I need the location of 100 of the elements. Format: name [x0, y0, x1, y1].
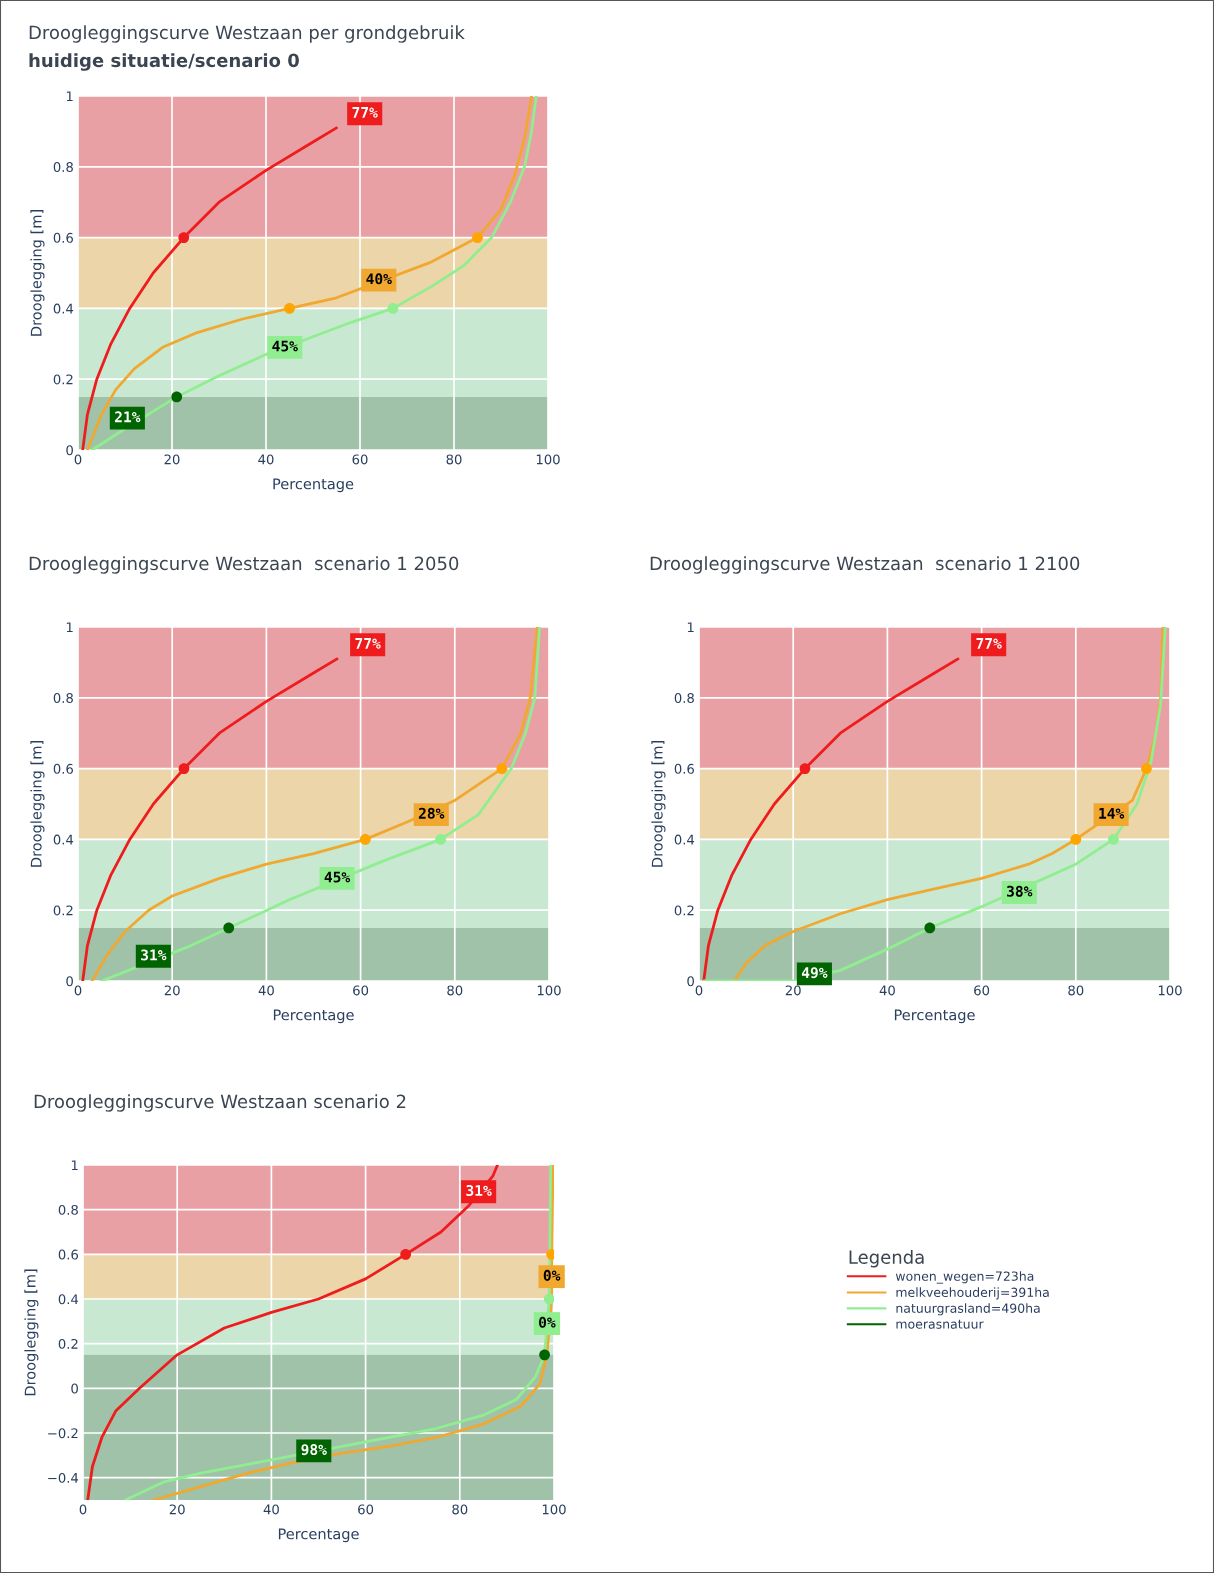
x-tick-label: 20	[169, 1504, 185, 1515]
y-tick-label: 0.2	[53, 905, 73, 916]
y-tick-label: 0.4	[674, 834, 695, 845]
y-tick-label: −0.4	[48, 1472, 79, 1483]
y-tick-label: 0	[687, 976, 694, 987]
x-tick-label: 80	[446, 454, 462, 465]
x-axis-title: Percentage	[278, 1528, 359, 1543]
annotation: 77%	[976, 638, 1002, 649]
y-tick-label: 0.6	[53, 763, 73, 774]
x-tick-label: 40	[879, 985, 895, 996]
x-tick-label: 100	[536, 454, 560, 465]
point	[1141, 763, 1152, 774]
point	[924, 922, 936, 934]
y-tick-label: 0	[66, 445, 73, 456]
annotation: 45%	[272, 340, 298, 352]
x-tick-label: 0	[695, 985, 703, 996]
y-tick-label: 0.4	[53, 303, 74, 314]
y-tick-label: 0.8	[58, 1204, 78, 1215]
annotation: 21%	[115, 411, 141, 423]
y-tick-label: 0.4	[58, 1294, 79, 1305]
x-tick-label: 100	[1158, 985, 1182, 996]
annotation: 0%	[543, 1269, 561, 1281]
point	[387, 303, 399, 314]
y-tick-label: 1	[66, 91, 73, 102]
x-tick-label: 0	[79, 1504, 87, 1515]
y-tick-label: 0.2	[674, 905, 694, 916]
annotation: 40%	[366, 273, 392, 285]
point	[496, 763, 508, 774]
annotation: 0%	[539, 1316, 556, 1328]
point	[1108, 834, 1119, 845]
y-tick-label: 0.6	[53, 232, 73, 243]
x-tick-label: 100	[537, 985, 561, 996]
x-tick-label: 60	[974, 985, 990, 996]
x-tick-label: 60	[353, 985, 369, 996]
chart-title: Droogleggingscurve Westzaan scenario 1 2050	[29, 556, 459, 574]
point	[178, 232, 190, 243]
annotation: 77%	[355, 638, 381, 649]
y-tick-label: 0.6	[58, 1249, 78, 1260]
y-tick-label: 0.4	[53, 834, 74, 845]
x-tick-label: 40	[263, 1504, 279, 1515]
x-tick-label: 20	[785, 985, 801, 996]
annotation: 45%	[324, 871, 351, 883]
x-tick-label: 80	[447, 985, 463, 996]
point	[359, 834, 371, 845]
annotation: 28%	[418, 807, 445, 819]
point	[472, 232, 483, 243]
legend-label: melkveehouderij=391ha	[896, 1287, 1049, 1300]
x-tick-label: 40	[258, 985, 274, 996]
x-axis-title: Percentage	[894, 1009, 975, 1024]
x-tick-label: 80	[452, 1504, 468, 1515]
legend-label: natuurgrasland=490ha	[896, 1303, 1040, 1316]
y-tick-label: 1	[71, 1160, 78, 1171]
x-axis-title: Percentage	[273, 1009, 354, 1024]
x-tick-label: 80	[1068, 985, 1084, 996]
point	[400, 1248, 412, 1260]
y-axis-title: Drooglegging [m]	[30, 210, 45, 336]
point	[543, 1293, 554, 1305]
y-axis-title: Drooglegging [m]	[651, 741, 666, 867]
point	[178, 763, 190, 774]
x-tick-label: 40	[258, 454, 274, 465]
x-tick-label: 60	[358, 1504, 374, 1515]
y-tick-label: 0.2	[58, 1338, 78, 1349]
chart-title: Droogleggingscurve Westzaan per grondgebruik	[29, 25, 465, 43]
y-tick-label: 0.2	[53, 374, 73, 385]
line-series	[81, 126, 338, 450]
y-tick-label: −0.2	[48, 1428, 78, 1439]
annotation: 38%	[1007, 885, 1033, 897]
y-tick-label: 0	[71, 1383, 78, 1394]
annotation: 31%	[141, 949, 167, 961]
legend-label: wonen_wegen=723ha	[895, 1271, 1034, 1284]
y-axis-title: Drooglegging [m]	[24, 1269, 39, 1396]
chart-title: Droogleggingscurve Westzaan scenario 2	[34, 1094, 406, 1112]
line-series	[702, 657, 960, 981]
annotation: 98%	[301, 1444, 327, 1456]
annotation: 49%	[801, 967, 828, 979]
y-tick-label: 0	[66, 976, 73, 987]
y-tick-label: 0.8	[53, 693, 73, 703]
legend-title: Legenda	[849, 1249, 924, 1268]
point	[1070, 834, 1082, 845]
y-tick-label: 1	[66, 622, 73, 633]
point	[539, 1349, 550, 1361]
annotation: 14%	[1099, 808, 1125, 819]
x-tick-label: 20	[164, 454, 180, 465]
y-tick-label: 1	[687, 622, 694, 633]
x-tick-label: 20	[164, 985, 180, 996]
point	[171, 391, 183, 403]
x-tick-label: 60	[352, 454, 368, 465]
point	[799, 763, 811, 774]
chart-title: Droogleggingscurve Westzaan scenario 1 2100	[650, 556, 1080, 574]
x-tick-label: 100	[542, 1504, 566, 1515]
point	[284, 303, 295, 314]
y-tick-label: 0.8	[53, 162, 73, 172]
annotation: 31%	[466, 1185, 492, 1197]
x-axis-title: Percentage	[273, 478, 354, 493]
y-axis-title: Drooglegging [m]	[30, 741, 45, 867]
point	[223, 922, 235, 934]
legend-label: moerasnatuur	[896, 1319, 984, 1329]
chart-subtitle: huidige situatie/scenario 0	[29, 53, 299, 71]
y-tick-label: 0.6	[674, 763, 694, 774]
annotation: 77%	[352, 107, 378, 118]
